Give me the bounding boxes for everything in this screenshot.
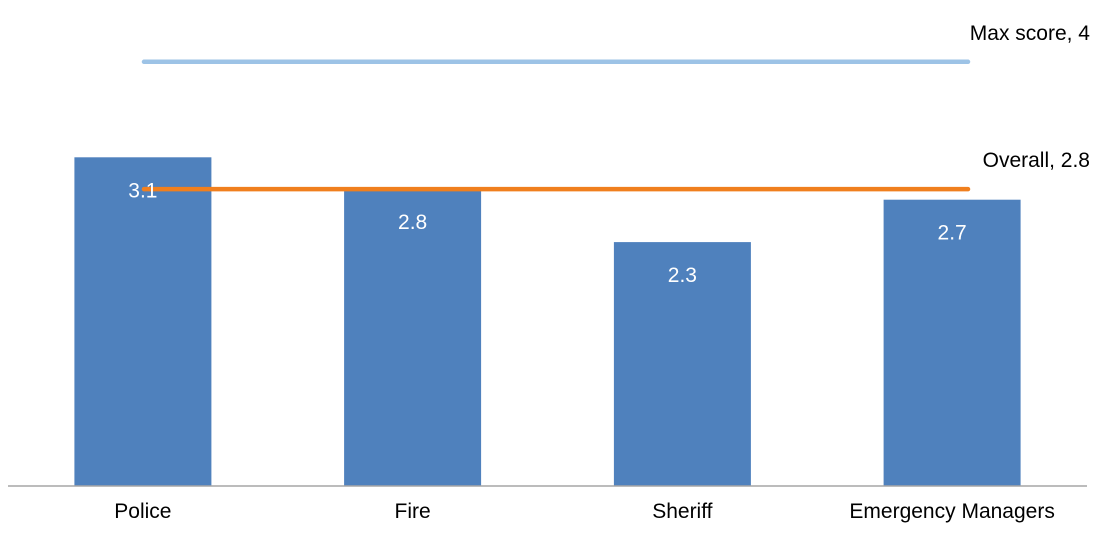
bar-sheriff	[613, 242, 751, 486]
data-label: 3.1	[128, 179, 157, 202]
x-tick-label: Sheriff	[652, 500, 712, 523]
overall-label: Overall, 2.8	[983, 149, 1090, 172]
data-labels-layer: 3.1 2.8 2.3 2.7	[128, 179, 966, 287]
data-label: 2.7	[938, 222, 967, 245]
x-tick-label: Police	[114, 500, 171, 523]
reference-lines-layer: Max score, 4 Overall, 2.8	[141, 22, 1091, 192]
bar-police	[74, 157, 212, 487]
bar-emergency-managers	[883, 199, 1021, 486]
bars-layer	[74, 157, 1021, 487]
bar-fire	[344, 189, 482, 486]
x-tick-labels-layer: Police Fire Sheriff Emergency Managers	[114, 500, 1055, 523]
data-label: 2.8	[398, 211, 427, 234]
x-tick-label: Emergency Managers	[849, 500, 1054, 523]
max-score-label: Max score, 4	[970, 22, 1091, 45]
data-label: 2.3	[668, 264, 697, 287]
x-tick-label: Fire	[395, 500, 431, 523]
